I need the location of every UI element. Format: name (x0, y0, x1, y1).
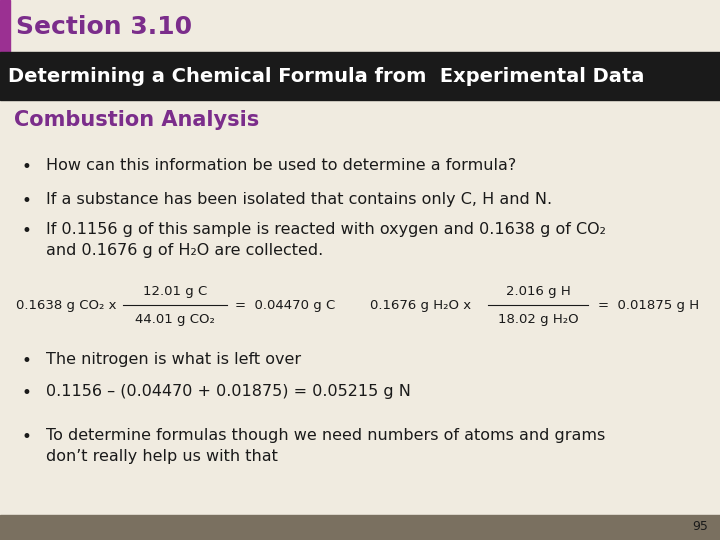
Text: Section 3.10: Section 3.10 (16, 15, 192, 39)
Text: 0.1638 g CO₂ x: 0.1638 g CO₂ x (16, 299, 117, 312)
Text: •: • (22, 352, 32, 370)
Text: •: • (22, 428, 32, 446)
Bar (0, 52, 720, 100)
Text: 2.016 g H: 2.016 g H (505, 285, 570, 298)
Text: •: • (22, 384, 32, 402)
Text: The nitrogen is what is left over: The nitrogen is what is left over (46, 352, 301, 367)
Text: To determine formulas though we need numbers of atoms and grams
don’t really hel: To determine formulas though we need num… (46, 428, 606, 464)
Text: =  0.01875 g H: = 0.01875 g H (598, 299, 699, 312)
Text: 12.01 g C: 12.01 g C (143, 285, 207, 298)
Text: •: • (22, 192, 32, 210)
Text: 95: 95 (692, 521, 708, 534)
Text: 18.02 g H₂O: 18.02 g H₂O (498, 313, 578, 326)
Text: How can this information be used to determine a formula?: How can this information be used to dete… (46, 158, 516, 173)
Text: Combustion Analysis: Combustion Analysis (14, 110, 259, 130)
Text: 0.1156 – (0.04470 + 0.01875) = 0.05215 g N: 0.1156 – (0.04470 + 0.01875) = 0.05215 g… (46, 384, 411, 399)
Text: =  0.04470 g C: = 0.04470 g C (235, 299, 336, 312)
Text: 44.01 g CO₂: 44.01 g CO₂ (135, 313, 215, 326)
Text: If a substance has been isolated that contains only C, H and N.: If a substance has been isolated that co… (46, 192, 552, 207)
Text: Determining a Chemical Formula from  Experimental Data: Determining a Chemical Formula from Expe… (8, 66, 644, 85)
Bar (0, 515, 720, 540)
Bar (0, 0, 10, 52)
Text: •: • (22, 158, 32, 176)
Text: •: • (22, 222, 32, 240)
Text: 0.1676 g H₂O x: 0.1676 g H₂O x (370, 299, 471, 312)
Text: If 0.1156 g of this sample is reacted with oxygen and 0.1638 g of CO₂
and 0.1676: If 0.1156 g of this sample is reacted wi… (46, 222, 606, 258)
